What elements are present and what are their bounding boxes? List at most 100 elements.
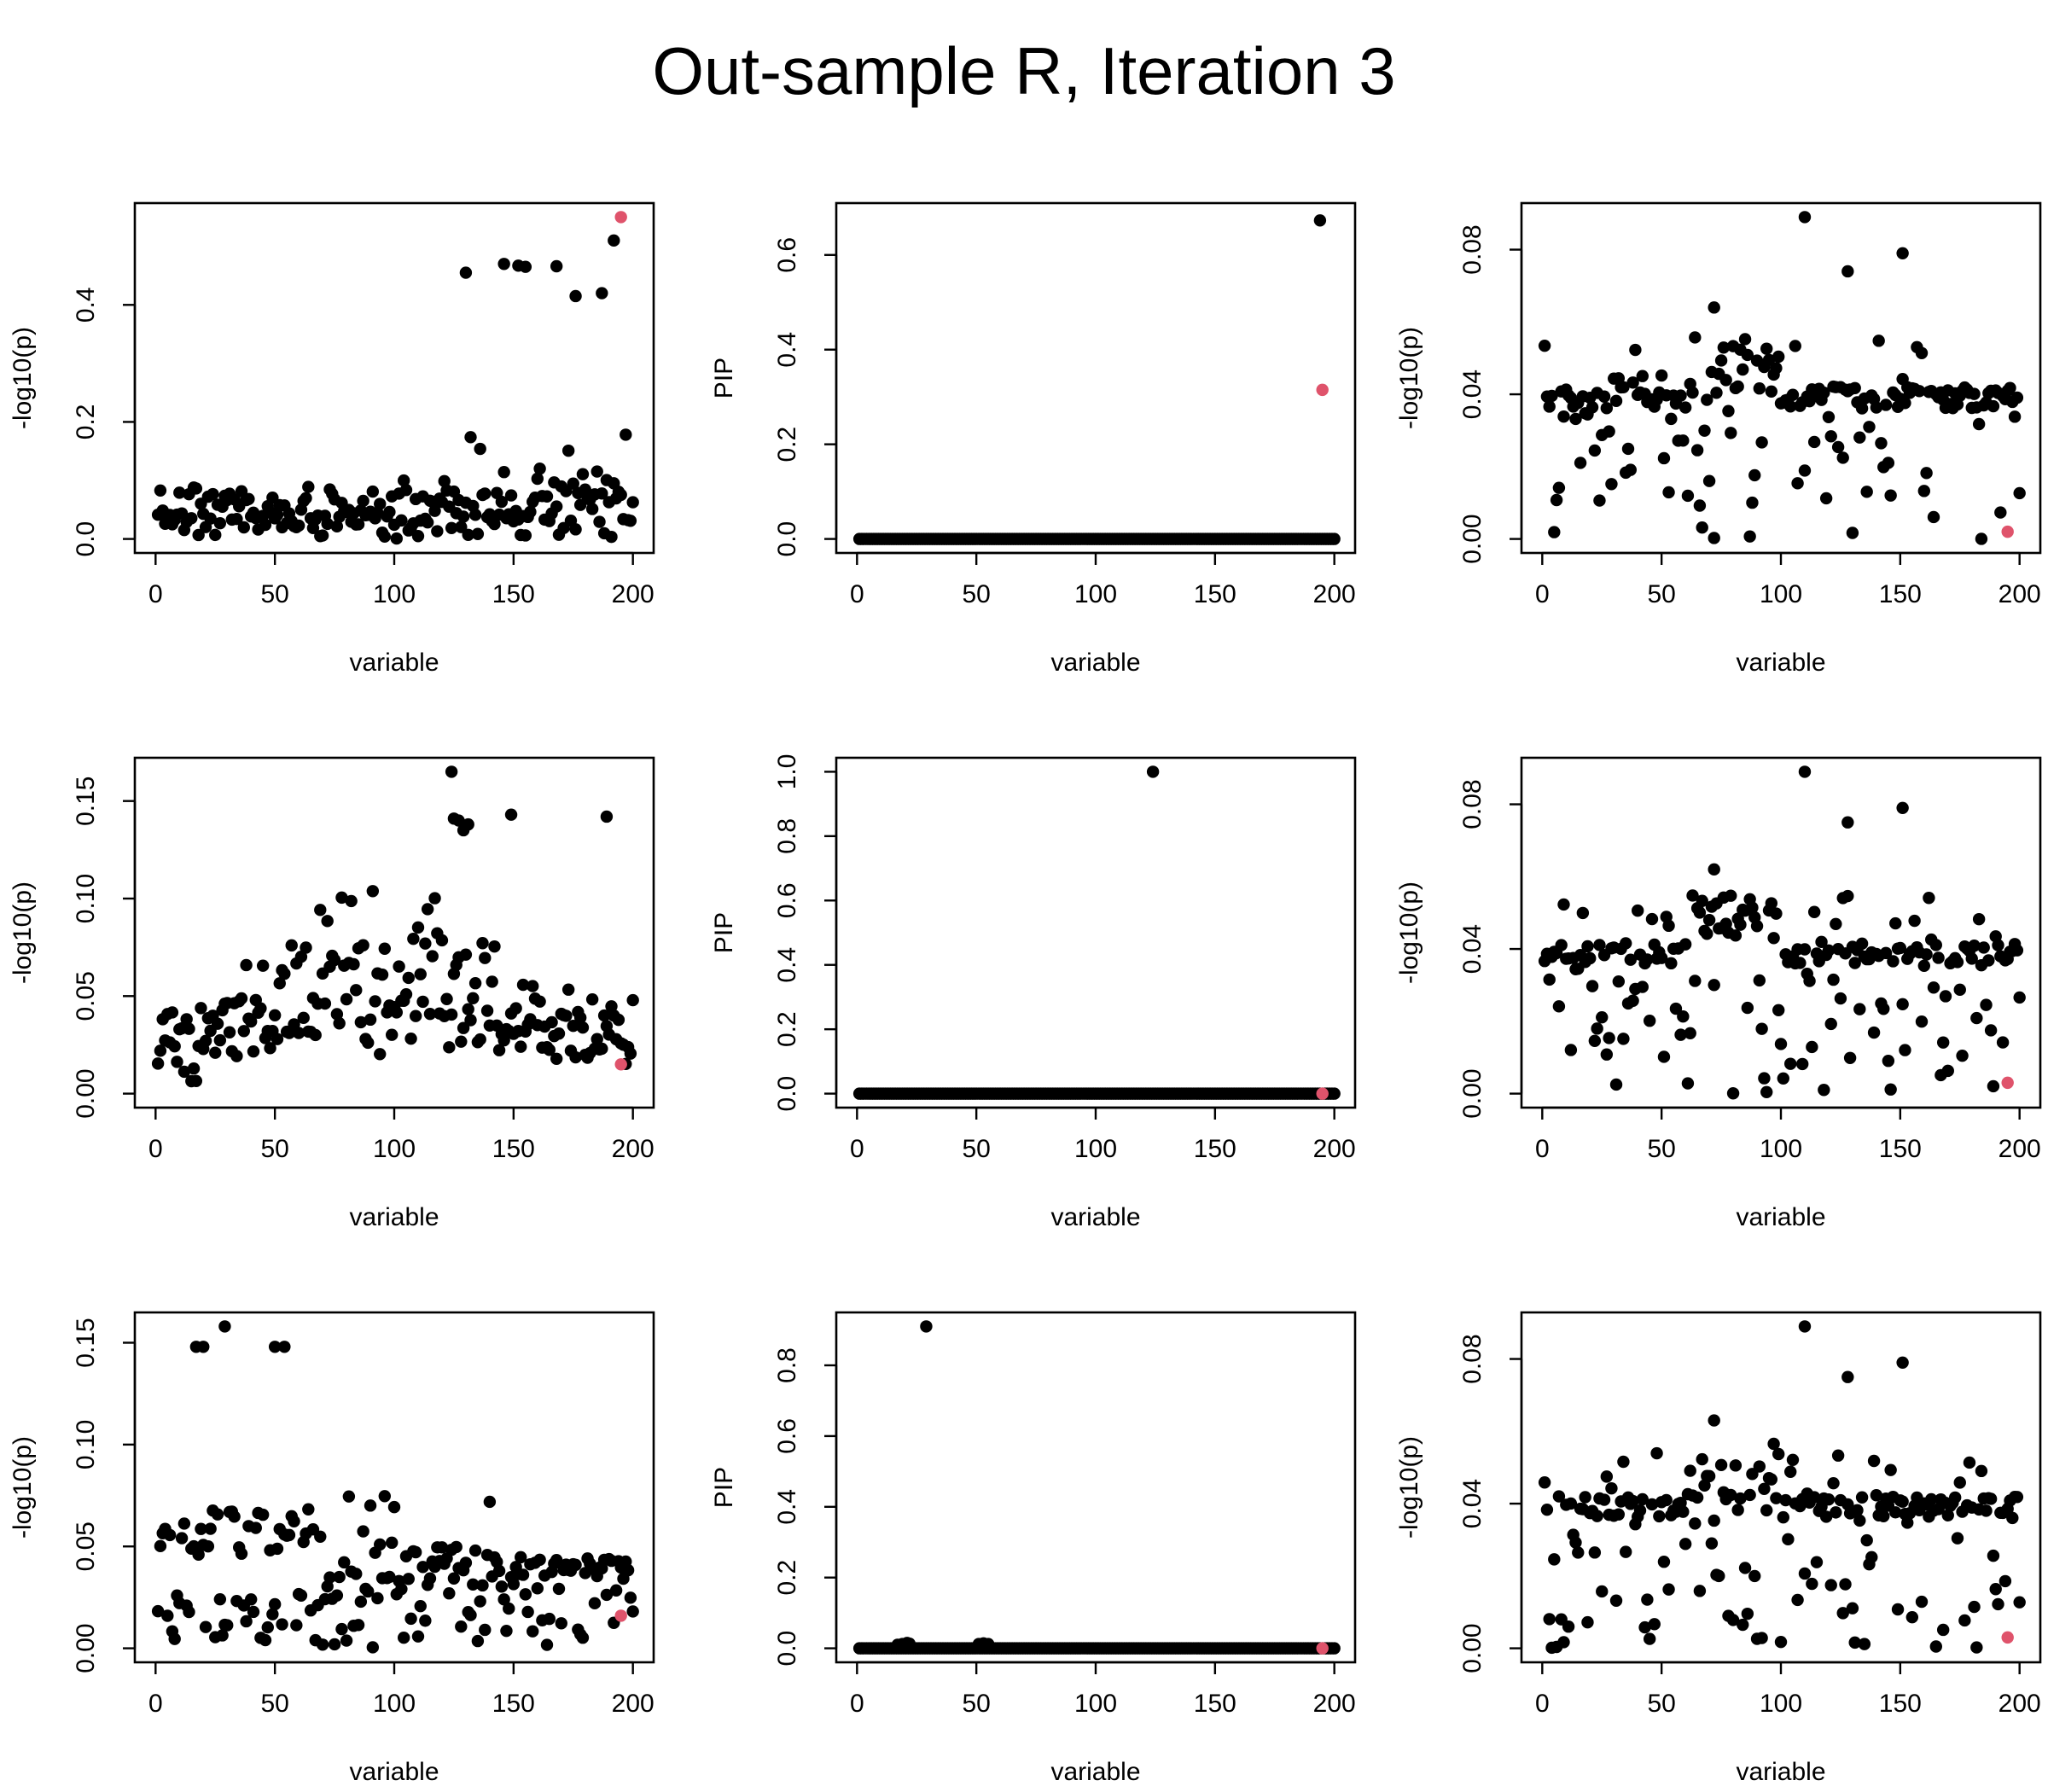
data-point — [569, 1558, 582, 1572]
data-point-notable — [1896, 1356, 1909, 1369]
data-point — [1984, 1492, 1998, 1505]
data-point — [464, 431, 477, 444]
data-point — [1807, 1491, 1821, 1504]
data-point — [1588, 1034, 1602, 1048]
data-point — [1765, 385, 1778, 399]
data-point — [1889, 1506, 1902, 1519]
data-point — [1621, 442, 1635, 456]
data-point — [1915, 346, 1929, 359]
data-point — [189, 482, 203, 495]
data-point — [1557, 898, 1570, 911]
x-tick-label: 150 — [1879, 580, 1922, 608]
data-point — [1689, 1517, 1702, 1530]
data-point-notable — [268, 1341, 282, 1353]
data-point — [1620, 937, 1632, 950]
data-point — [1968, 1600, 1981, 1614]
y-tick-label: 0.4 — [72, 287, 100, 323]
x-tick-label: 200 — [1313, 580, 1356, 608]
data-point — [531, 1582, 544, 1595]
data-point — [374, 1048, 387, 1061]
y-tick-label: 0.6 — [773, 882, 801, 918]
data-point — [256, 1508, 270, 1521]
data-point — [626, 496, 639, 509]
data-point — [492, 1044, 506, 1056]
data-points — [852, 765, 1341, 1100]
data-point — [492, 1564, 506, 1578]
data-point — [450, 1540, 463, 1554]
data-point — [1702, 1469, 1716, 1483]
data-point-notable — [1798, 211, 1812, 224]
data-point — [1593, 939, 1606, 951]
data-point — [235, 1547, 248, 1560]
data-point — [1951, 956, 1964, 969]
data-point — [1725, 427, 1737, 439]
data-point — [421, 903, 434, 916]
data-point — [1725, 889, 1737, 902]
data-point — [1977, 941, 1990, 954]
data-point — [555, 1617, 567, 1630]
data-point — [1884, 1463, 1897, 1476]
data-point — [237, 1025, 251, 1038]
data-point — [474, 1033, 486, 1046]
data-point — [1719, 374, 1732, 387]
data-point — [1710, 387, 1723, 399]
data-point — [474, 442, 486, 456]
data-point — [1929, 939, 1942, 951]
data-point — [1738, 1562, 1752, 1574]
data-point — [1564, 1044, 1578, 1056]
data-point — [1690, 444, 1704, 457]
data-point — [268, 1597, 282, 1611]
data-point — [1633, 1504, 1647, 1517]
data-point — [1872, 335, 1885, 347]
data-point — [591, 1033, 603, 1045]
data-point — [423, 1007, 437, 1021]
scatter-panel-row2-col3: 0 50 100 150 200 variable 0.00 0.04 0.08 -log10(p… — [1395, 756, 2042, 1231]
data-point — [1734, 1492, 1747, 1505]
x-tick-label: 50 — [260, 580, 288, 608]
data-point-notable — [608, 234, 620, 247]
data-point — [199, 1034, 212, 1047]
data-point — [1839, 1578, 1852, 1591]
data-point — [467, 992, 480, 1004]
data-point — [1701, 928, 1713, 940]
data-point — [504, 489, 518, 502]
data-point — [1548, 1553, 1561, 1566]
data-point — [411, 530, 425, 543]
data-point — [1827, 973, 1840, 986]
data-point — [249, 1521, 262, 1534]
data-point — [1636, 369, 1649, 382]
data-point — [1975, 1464, 1988, 1478]
data-point — [1818, 1084, 1830, 1097]
y-tick-label: 0.0 — [72, 521, 100, 557]
data-point — [1550, 493, 1563, 507]
data-point — [1899, 397, 1911, 410]
data-point — [1915, 1595, 1929, 1609]
data-point — [1999, 1574, 2012, 1588]
data-point — [1970, 1011, 1983, 1025]
data-point — [1853, 431, 1866, 444]
data-point — [1643, 1015, 1656, 1027]
data-point — [1588, 444, 1602, 457]
data-point — [333, 1017, 346, 1030]
data-point — [271, 1033, 284, 1045]
data-point — [1645, 1498, 1659, 1511]
data-point — [338, 1556, 351, 1569]
data-point — [177, 1065, 191, 1079]
data-point — [1620, 1545, 1632, 1558]
data-point — [1870, 1489, 1883, 1502]
data-point — [567, 1019, 579, 1033]
data-point — [1581, 1615, 1594, 1629]
x-tick-label: 0 — [1535, 580, 1550, 608]
data-point — [166, 1006, 179, 1019]
data-point — [1726, 1087, 1740, 1100]
data-point-notable — [1841, 816, 1854, 829]
data-point — [1612, 975, 1626, 988]
data-point — [294, 950, 308, 963]
data-point — [1896, 1495, 1909, 1508]
data-point — [1572, 1546, 1585, 1559]
data-point — [1770, 362, 1783, 375]
data-point — [1915, 1015, 1929, 1028]
y-tick-label: 0.2 — [773, 427, 801, 463]
data-point — [1822, 1492, 1836, 1506]
data-points — [1538, 765, 2026, 1100]
